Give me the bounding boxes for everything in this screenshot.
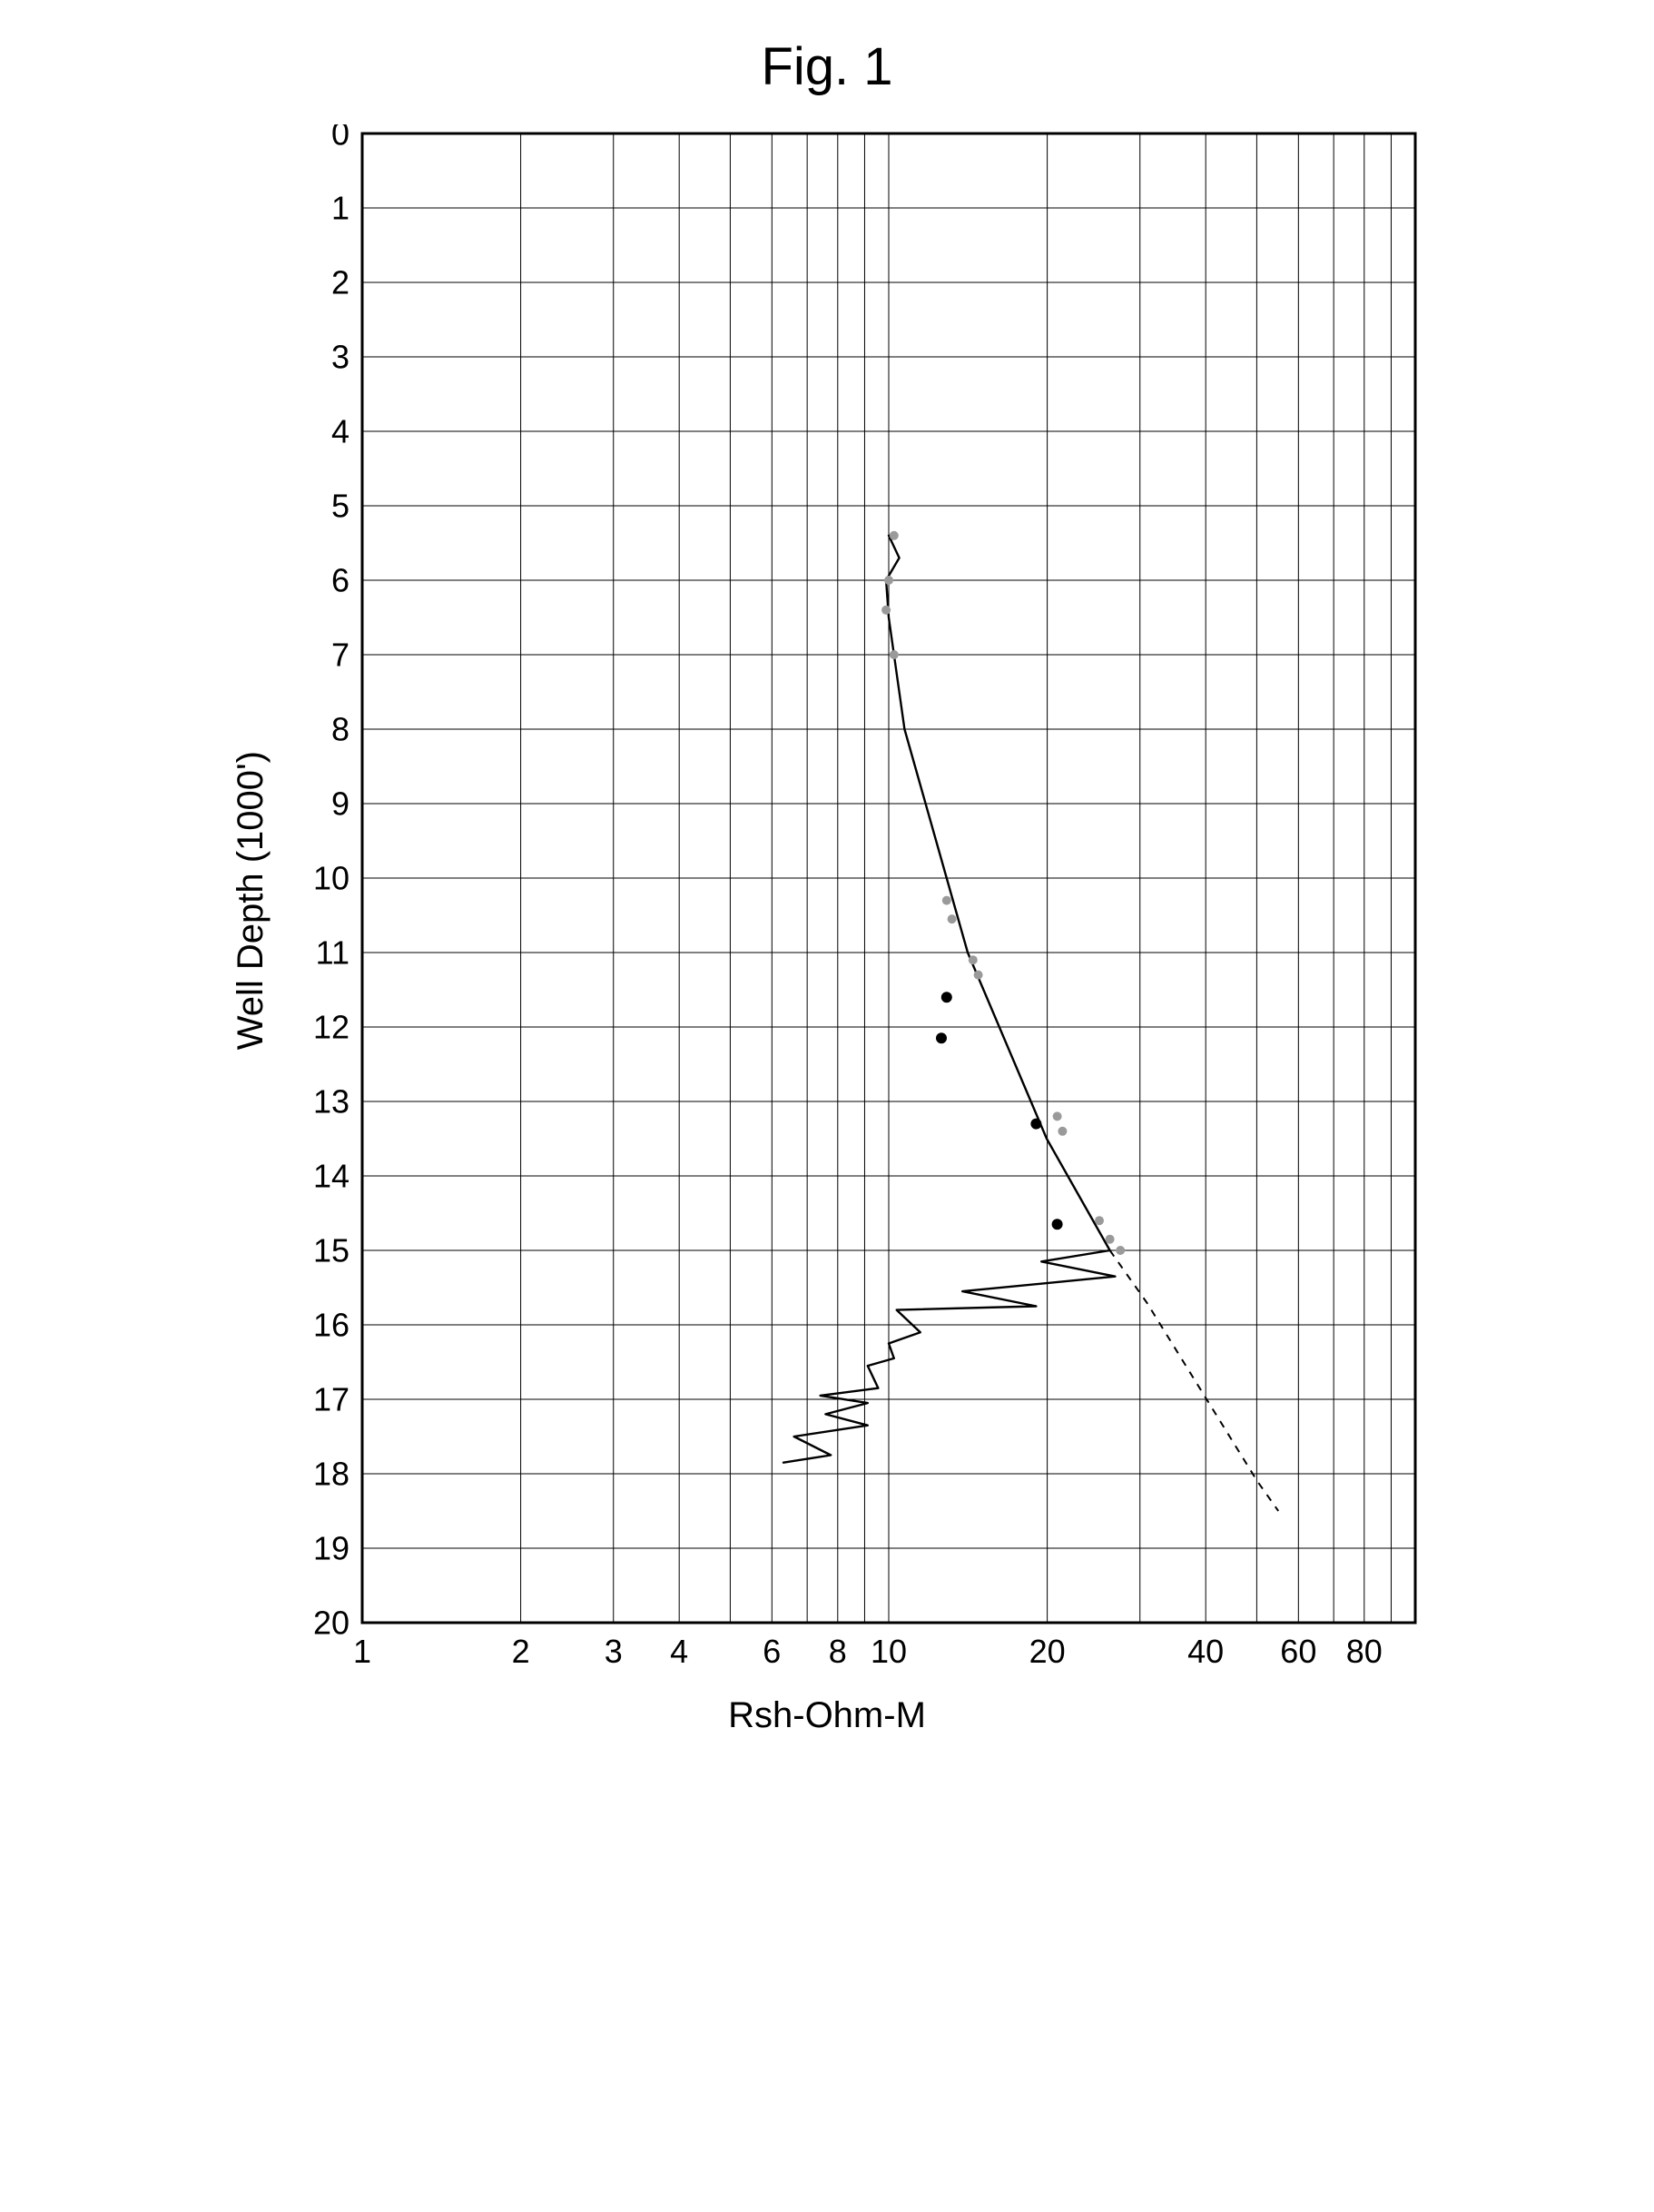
svg-text:8: 8 <box>330 711 349 748</box>
svg-text:11: 11 <box>315 934 349 972</box>
svg-text:9: 9 <box>330 785 349 823</box>
figure-title: Fig. 1 <box>192 36 1462 97</box>
svg-text:17: 17 <box>312 1381 349 1418</box>
svg-text:15: 15 <box>312 1232 349 1269</box>
y-axis-label: Well Depth (1000') <box>231 751 271 1050</box>
svg-text:18: 18 <box>312 1456 349 1493</box>
x-axis-label: Rsh-Ohm-M <box>728 1695 926 1736</box>
svg-text:7: 7 <box>330 637 349 674</box>
svg-text:5: 5 <box>330 488 349 525</box>
figure-container: Fig. 1 Well Depth (1000') 12346810204060… <box>192 36 1462 1736</box>
svg-text:2: 2 <box>330 264 349 301</box>
svg-text:2: 2 <box>511 1633 529 1670</box>
svg-text:0: 0 <box>330 124 349 153</box>
svg-text:1: 1 <box>330 190 349 227</box>
svg-text:40: 40 <box>1187 1633 1224 1670</box>
svg-text:3: 3 <box>330 339 349 376</box>
svg-text:14: 14 <box>312 1158 349 1195</box>
svg-text:19: 19 <box>312 1530 349 1567</box>
svg-text:1: 1 <box>352 1633 370 1670</box>
svg-text:60: 60 <box>1280 1633 1316 1670</box>
svg-text:10: 10 <box>312 860 349 897</box>
svg-text:8: 8 <box>828 1633 846 1670</box>
svg-text:12: 12 <box>312 1009 349 1046</box>
svg-text:80: 80 <box>1345 1633 1382 1670</box>
svg-text:10: 10 <box>870 1633 906 1670</box>
svg-text:4: 4 <box>330 413 349 450</box>
svg-text:13: 13 <box>312 1083 349 1121</box>
svg-text:4: 4 <box>670 1633 688 1670</box>
svg-text:16: 16 <box>312 1307 349 1344</box>
chart-svg: 1234681020406080012345678910111213141516… <box>281 124 1424 1677</box>
svg-text:20: 20 <box>1029 1633 1065 1670</box>
title-text: Fig. 1 <box>761 37 892 96</box>
svg-text:6: 6 <box>763 1633 781 1670</box>
svg-text:3: 3 <box>604 1633 622 1670</box>
svg-text:6: 6 <box>330 562 349 599</box>
chart-frame: Well Depth (1000') 123468102040608001234… <box>192 124 1462 1736</box>
svg-text:20: 20 <box>312 1605 349 1642</box>
